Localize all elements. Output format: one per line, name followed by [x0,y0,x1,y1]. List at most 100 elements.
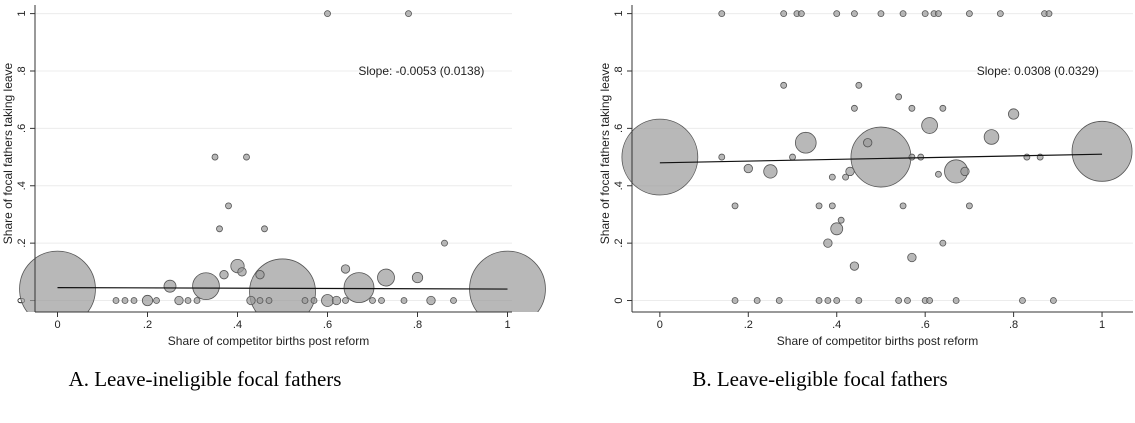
bubble [837,216,845,224]
bubbles [19,10,546,312]
bubble [130,297,138,304]
bubble [369,297,376,304]
bubble [855,81,863,89]
bubble [378,297,385,304]
bubble [400,297,408,304]
x-tick-label: .4 [832,319,841,331]
bubble [899,10,907,18]
y-tick-label: 1 [16,11,28,17]
bubble [249,258,316,312]
bubble [243,153,250,161]
x-tick-label: 0 [657,319,663,331]
bubble [921,117,938,134]
bubble [851,10,858,18]
bubble [342,297,349,304]
bubble [163,279,177,293]
bubble [225,202,232,210]
bubble [904,297,911,304]
x-tick-label: .6 [921,319,930,331]
bubble [340,264,351,274]
y-axis-title: Share of focal fathers taking leave [598,62,612,244]
bubble [877,10,885,18]
bubble [426,295,436,306]
y-tick-label: .4 [16,181,28,190]
bubble [824,297,832,304]
bubble [855,297,863,304]
y-axis-title: Share of focal fathers taking leave [1,62,15,244]
bubble [621,118,699,196]
bubble [237,267,247,277]
bubble [939,104,947,112]
bubble [216,225,223,233]
y-tick-label: 0 [613,297,625,303]
bubble [907,252,917,263]
bubble [797,10,805,18]
bubble [780,81,788,89]
bubble [899,202,907,210]
y-tick-label: 1 [613,11,625,17]
bubble [19,250,96,312]
annotation: Slope: -0.0053 (0.0138) [358,64,484,78]
bubble [815,202,823,210]
bubble [828,202,836,210]
bubble [405,10,412,18]
y-tick-label: .2 [613,239,625,248]
bubble [246,295,256,306]
bubble [780,10,788,18]
bubble [965,10,973,18]
bubble [411,271,424,284]
bubble [895,93,903,101]
bubble [192,272,220,300]
bubble [174,295,184,306]
y-tick-label: .6 [16,124,28,133]
y-tick-label: .8 [16,66,28,75]
bubbles [621,10,1133,304]
x-tick-label: 1 [1099,319,1105,331]
bubble [121,297,129,304]
bubble [815,297,823,304]
bubble [743,163,753,174]
x-tick-label: .4 [233,319,242,331]
x-tick-label: 0 [54,319,60,331]
bubble [845,166,855,177]
bubble [1050,297,1057,304]
bubble [153,297,160,304]
bubble [1019,297,1026,304]
bubble [255,270,265,280]
caption: A. Leave-ineligible focal fathers [69,367,342,391]
bubble [219,270,229,280]
bubble [731,297,739,304]
bubble [718,153,726,161]
fit-line [57,287,508,290]
bubble [193,297,201,304]
bubble [301,297,309,304]
caption: B. Leave-eligible focal fathers [692,367,947,391]
y-tick-label: .6 [613,124,625,133]
bubble [789,153,796,161]
bubble [450,297,457,304]
bubble [850,126,912,188]
bubble [965,202,973,210]
bubble [211,153,219,161]
x-tick-label: .8 [413,319,422,331]
bubble [321,294,334,307]
bubble [324,10,331,18]
bubble [141,294,154,307]
bubble [926,297,933,304]
bubble [849,261,860,271]
bubble [310,297,318,304]
bubble [935,10,942,18]
bubble [939,239,947,247]
bubble [895,297,903,304]
bubble [775,297,783,304]
bubble [718,10,726,18]
bubble [842,173,849,181]
x-axis-title: Share of competitor births post reform [777,334,978,348]
x-tick-label: .8 [1009,319,1018,331]
bubble [851,104,858,112]
y-tick-label: .8 [613,66,625,75]
bubble [1071,120,1133,182]
bubble [1023,153,1031,161]
